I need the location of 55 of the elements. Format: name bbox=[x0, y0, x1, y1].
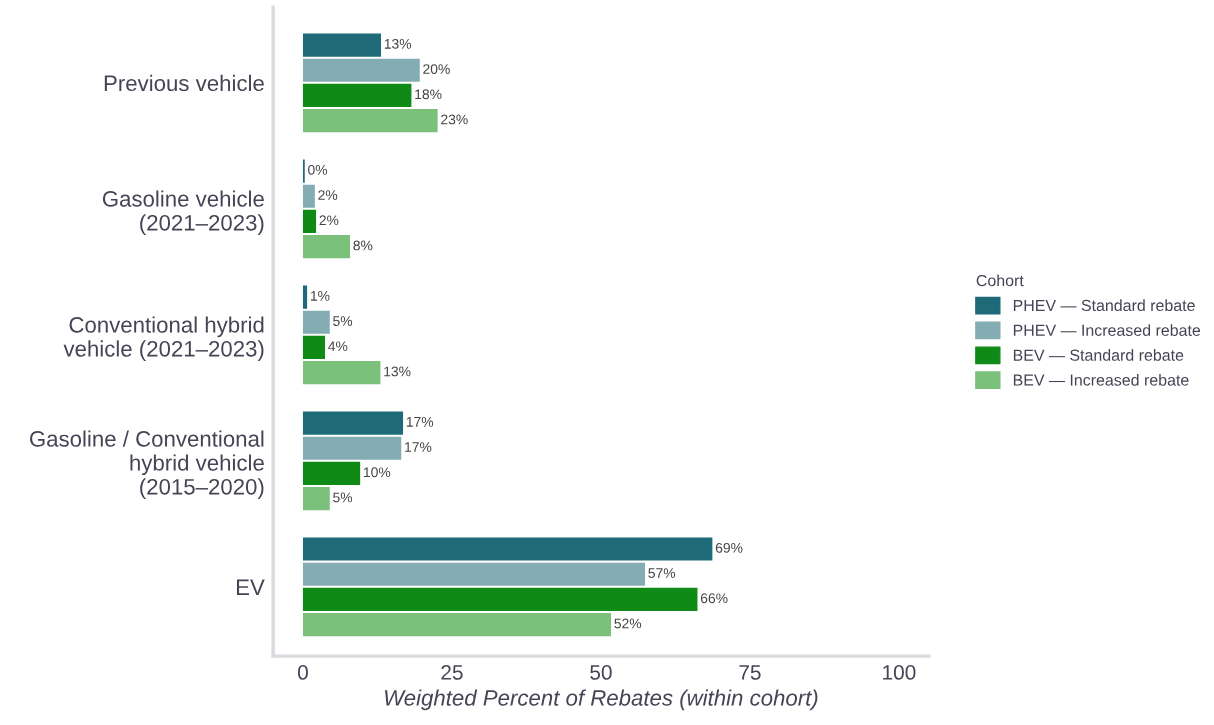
data-label: 20% bbox=[423, 64, 450, 74]
data-label: 66% bbox=[700, 593, 728, 604]
bar bbox=[302, 537, 713, 561]
bar bbox=[302, 33, 382, 57]
legend-label: PHEV — Standard rebate bbox=[1013, 299, 1195, 312]
data-label: 17% bbox=[405, 442, 432, 452]
data-label: 17% bbox=[406, 416, 434, 427]
data-label: 2% bbox=[319, 215, 339, 226]
bar bbox=[302, 361, 381, 385]
x-tick-label: 0 bbox=[297, 665, 308, 680]
data-label: 5% bbox=[333, 492, 353, 503]
x-tick-label: 75 bbox=[739, 665, 761, 680]
y-tick-label: Gasoline / Conventional hybrid vehicle (2015–2020) bbox=[30, 430, 264, 500]
data-label: 10% bbox=[364, 467, 391, 478]
bar bbox=[302, 209, 317, 234]
data-label: 52% bbox=[614, 618, 642, 629]
y-tick-label: EV bbox=[236, 579, 265, 595]
bar bbox=[302, 411, 404, 435]
data-label: 23% bbox=[441, 114, 468, 125]
data-label: 13% bbox=[384, 366, 411, 377]
bar bbox=[302, 461, 361, 486]
bar bbox=[302, 184, 315, 208]
data-label: 1% bbox=[310, 290, 330, 301]
legend-label: BEV — Increased rebate bbox=[1013, 374, 1189, 386]
data-label: 0% bbox=[308, 164, 328, 175]
x-axis-title: Weighted Percent of Rebates (within cohort) bbox=[385, 689, 818, 711]
bar bbox=[302, 235, 351, 259]
x-tick-label: 25 bbox=[441, 665, 463, 680]
data-label: 69% bbox=[715, 542, 743, 553]
bar bbox=[302, 613, 612, 637]
bar bbox=[302, 285, 308, 309]
data-label: 57% bbox=[648, 568, 676, 578]
legend-label: BEV — Standard rebate bbox=[1013, 349, 1184, 361]
data-label: 2% bbox=[318, 190, 338, 200]
bar bbox=[302, 109, 438, 133]
bar bbox=[302, 310, 330, 334]
y-tick-label: Gasoline vehicle (2021–2023) bbox=[102, 190, 264, 236]
bar bbox=[302, 587, 698, 612]
bar bbox=[302, 562, 646, 586]
legend-label: PHEV — Increased rebate bbox=[1013, 324, 1201, 336]
bar bbox=[302, 83, 412, 108]
y-tick-label: Conventional hybrid vehicle (2021–2023) bbox=[63, 316, 264, 362]
y-tick-label: Previous vehicle bbox=[104, 74, 264, 92]
legend-title: Cohort bbox=[976, 274, 1024, 287]
bar bbox=[302, 436, 402, 460]
bar bbox=[302, 335, 325, 360]
data-label: 5% bbox=[333, 316, 353, 326]
data-label: 18% bbox=[415, 89, 442, 100]
data-label: 13% bbox=[384, 38, 412, 49]
x-tick-label: 100 bbox=[883, 665, 916, 680]
bar bbox=[302, 487, 330, 511]
bar bbox=[302, 58, 420, 82]
data-label: 8% bbox=[353, 240, 373, 251]
x-tick-label: 50 bbox=[590, 665, 612, 680]
data-label: 4% bbox=[328, 341, 348, 352]
